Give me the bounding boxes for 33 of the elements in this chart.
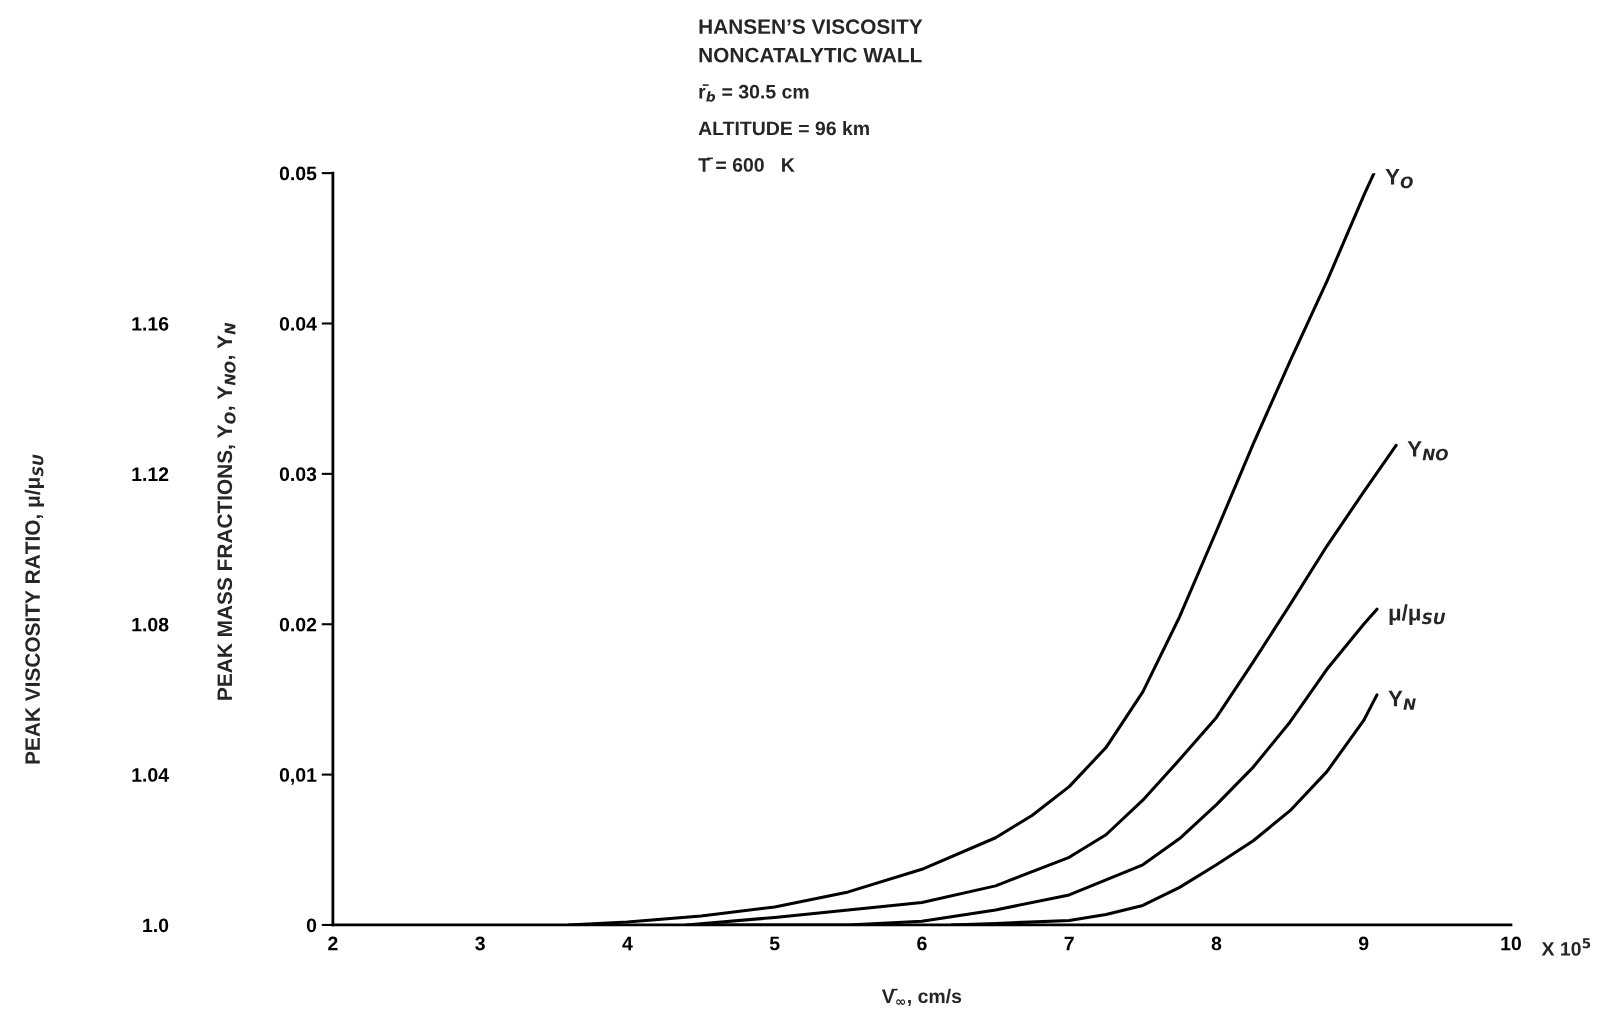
text: X 10$^{5}$	[1541, 938, 1591, 956]
y2-tick-label: 1.12	[132, 467, 169, 481]
x-tick-label: 7	[1064, 936, 1074, 951]
y2-tick-label: 1.16	[132, 316, 169, 331]
text: r̄$_{b}$ = 30.5 cm	[699, 84, 809, 102]
x-tick-label: 6	[917, 936, 927, 951]
y-axis-title: PEAK MASS FRACTIONS, Y$_{O}$, Y$_{NO}$, Y$_{N}$	[217, 322, 236, 700]
x-tick-label: 10	[1501, 936, 1521, 951]
series-label: Y$_{NO}$	[1407, 441, 1448, 461]
x-axis-title: V̄$_{∞}$, cm/s	[881, 988, 962, 1006]
y2-tick-label: 1.04	[132, 768, 169, 782]
series-label: Y$_{O}$	[1385, 169, 1413, 189]
x-tick-label: 8	[1211, 936, 1222, 951]
series-label: μ/μ$_{SU}$	[1389, 604, 1446, 625]
x-tick-label: 2	[328, 936, 338, 951]
y-tick-label: 0.05	[279, 166, 317, 181]
x-tick-label: 9	[1358, 936, 1369, 951]
y-tick-label: 0.04	[279, 316, 317, 331]
chart-title: HANSEN’S VISCOSITY	[699, 19, 923, 35]
y2-tick-label: 1.08	[132, 617, 169, 632]
y2-axis-title: PEAK VISCOSITY RATIO, μ/μ$_{SU}$	[24, 454, 45, 764]
chart-subtitle: NONCATALYTIC WALL	[699, 47, 922, 63]
y-tick-label: 0	[306, 918, 317, 933]
x-tick-label: 5	[769, 936, 780, 951]
y2-tick-label: 1.0	[143, 918, 169, 933]
text: T̄ = 600 K	[698, 157, 795, 172]
y-tick-label: 0.02	[279, 617, 317, 632]
y-tick-label: 0.03	[279, 467, 317, 482]
y-tick-label: 0,01	[279, 768, 317, 785]
x-tick-label: 4	[622, 936, 633, 951]
text: ALTITUDE = 96 km	[698, 120, 869, 136]
x-tick-label: 3	[475, 936, 485, 951]
series-label: Y$_{N}$	[1388, 690, 1416, 710]
